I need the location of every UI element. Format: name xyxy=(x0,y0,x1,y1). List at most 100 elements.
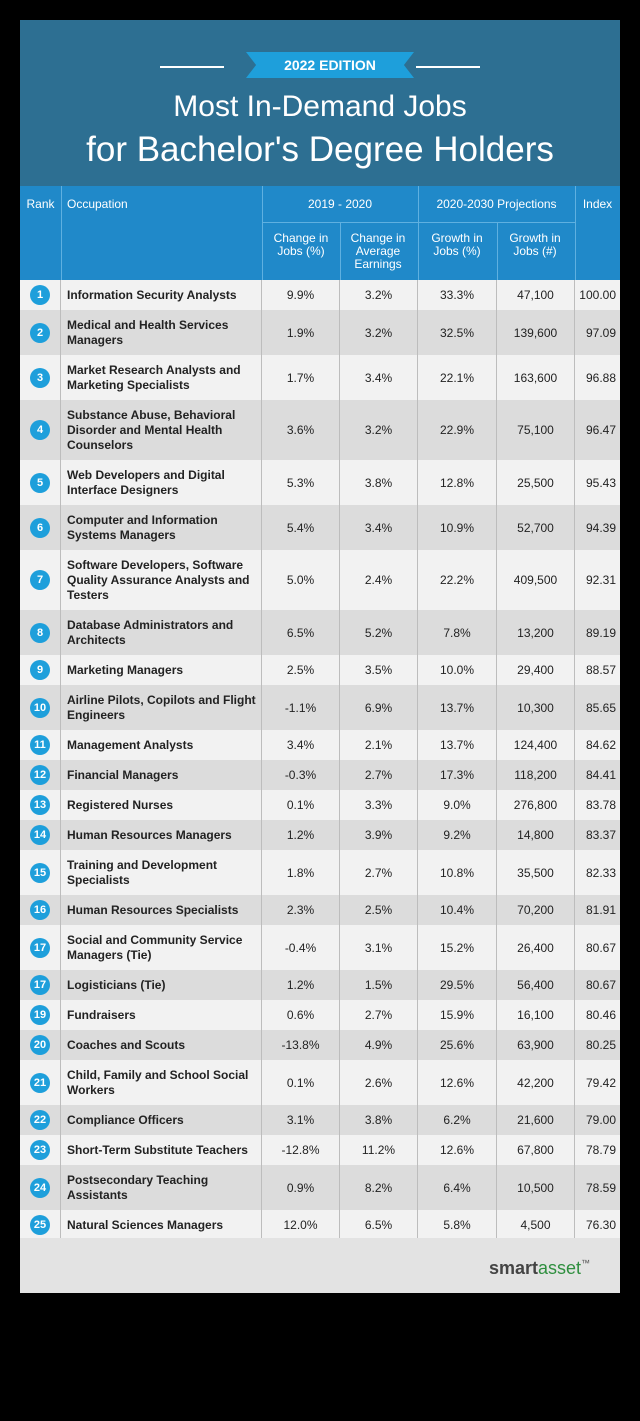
change-jobs-cell-text: 9.9% xyxy=(286,288,315,302)
growth-pct-cell-text: 32.5% xyxy=(439,325,475,340)
change-jobs-cell: 12.0% xyxy=(262,1210,340,1240)
growth-num-cell-text: 26,400 xyxy=(517,940,554,955)
rank-badge: 7 xyxy=(30,570,50,590)
growth-pct-cell: 25.6% xyxy=(418,1030,497,1060)
smartasset-logo: smartasset™ xyxy=(488,1258,590,1278)
change-jobs-cell-text: 12.0% xyxy=(283,1218,318,1232)
change-jobs-cell-text: 3.4% xyxy=(286,738,315,752)
col-growth-num-header: Growth in Jobs (#) xyxy=(509,231,561,258)
rank-cell: 7 xyxy=(20,550,61,610)
index-cell: 84.62 xyxy=(575,730,619,760)
table-row: 25 Natural Sciences Managers 12.0% 6.5% 5.8%… xyxy=(20,1210,620,1240)
occupation-cell: Natural Sciences Managers xyxy=(61,1210,262,1240)
growth-num-cell: 35,500 xyxy=(497,850,575,895)
growth-pct-cell: 12.6% xyxy=(418,1060,497,1105)
rank-cell: 22 xyxy=(20,1105,61,1135)
rank-cell: 2 xyxy=(20,310,61,355)
change-earnings-cell-text: 2.1% xyxy=(364,738,393,752)
rank-badge: 10 xyxy=(30,697,50,718)
index-cell: 84.41 xyxy=(575,760,619,790)
table-row: 22 Compliance Officers 3.1% 3.8% 6.2% 21,600 7… xyxy=(20,1105,620,1135)
index-cell-text: 80.67 xyxy=(585,978,616,992)
change-earnings-cell-text: 3.8% xyxy=(364,1113,393,1127)
change-earnings-cell: 6.5% xyxy=(340,1210,418,1240)
rank-cell: 6 xyxy=(20,505,61,550)
index-cell: 81.91 xyxy=(575,895,619,925)
growth-num-cell-text: 118,200 xyxy=(514,768,557,782)
growth-num-cell: 47,100 xyxy=(497,280,575,310)
occupation-cell-text: Market Research Analysts and Marketing S… xyxy=(67,362,241,392)
rank-cell: 8 xyxy=(20,610,61,655)
growth-num-cell-text: 163,600 xyxy=(513,370,558,385)
rank-cell: 11 xyxy=(20,730,61,760)
index-cell-text: 80.25 xyxy=(585,1038,616,1052)
change-jobs-cell-text: 1.7% xyxy=(286,370,315,385)
growth-pct-cell: 5.8% xyxy=(418,1210,497,1240)
change-jobs-cell-text: 2.5% xyxy=(286,663,315,677)
growth-pct-cell-text: 12.8% xyxy=(439,475,475,490)
rank-badge: 9 xyxy=(30,660,50,680)
growth-pct-cell-text: 6.4% xyxy=(443,1180,471,1195)
rank-cell: 17 xyxy=(20,970,61,1000)
growth-pct-cell-text: 12.6% xyxy=(439,1075,475,1090)
change-earnings-cell: 3.8% xyxy=(340,460,418,505)
rank-badge: 11 xyxy=(30,735,50,755)
index-cell: 88.57 xyxy=(575,655,619,685)
change-earnings-cell: 4.9% xyxy=(340,1030,418,1060)
ribbon-line-right xyxy=(416,66,480,68)
change-jobs-cell-text: 0.9% xyxy=(286,1180,315,1195)
rank-badge: 14 xyxy=(30,825,50,845)
change-earnings-cell: 3.4% xyxy=(340,505,418,550)
change-earnings-cell-text: 3.9% xyxy=(364,828,393,842)
col-growth-pct-header: Growth in Jobs (%) xyxy=(431,231,483,258)
index-cell-text: 76.30 xyxy=(585,1218,616,1232)
growth-num-cell: 67,800 xyxy=(497,1135,575,1165)
change-jobs-cell: 2.5% xyxy=(262,655,340,685)
growth-num-cell: 52,700 xyxy=(497,505,575,550)
footer: smartasset™ xyxy=(20,1238,620,1293)
occupation-cell: Logisticians (Tie) xyxy=(61,970,262,1000)
growth-num-cell: 42,200 xyxy=(497,1060,575,1105)
rank-cell: 16 xyxy=(20,895,61,925)
table-row: 10 Airline Pilots, Copilots and Flight En… xyxy=(20,685,620,730)
rank-cell: 24 xyxy=(20,1165,61,1210)
growth-pct-cell-text: 33.3% xyxy=(439,288,475,302)
table-row: 9 Marketing Managers 2.5% 3.5% 10.0% 29,400 88… xyxy=(20,655,620,685)
change-earnings-cell-text: 6.9% xyxy=(364,700,393,715)
change-earnings-cell-text: 3.2% xyxy=(364,423,393,437)
rank-badge: 19 xyxy=(30,1005,50,1025)
change-earnings-cell: 2.7% xyxy=(340,850,418,895)
index-cell-text: 84.62 xyxy=(585,738,616,752)
table-row: 6 Computer and Information Systems Manage… xyxy=(20,505,620,550)
rank-cell: 3 xyxy=(20,355,61,400)
table-row: 1 Information Security Analysts 9.9% 3.2% 33… xyxy=(20,280,620,310)
growth-pct-cell: 15.9% xyxy=(418,1000,497,1030)
change-jobs-cell: 2.3% xyxy=(262,895,340,925)
change-earnings-cell-text: 3.5% xyxy=(364,663,393,677)
change-jobs-cell: 1.7% xyxy=(262,355,340,400)
growth-num-cell-text: 63,900 xyxy=(517,1038,554,1052)
index-cell-text: 83.78 xyxy=(585,798,616,812)
edition-ribbon: 2022 EDITION xyxy=(246,52,414,78)
occupation-cell: Information Security Analysts xyxy=(61,280,262,310)
change-jobs-cell-text: 5.4% xyxy=(286,520,315,535)
growth-num-cell-text: 56,400 xyxy=(517,978,554,992)
occupation-cell-text: Substance Abuse, Behavioral Disorder and… xyxy=(67,407,236,452)
growth-num-cell: 16,100 xyxy=(497,1000,575,1030)
rank-cell: 12 xyxy=(20,760,61,790)
growth-num-cell-text: 35,500 xyxy=(517,865,554,880)
change-jobs-cell-text: 1.8% xyxy=(286,865,315,880)
occupation-cell-text: Postsecondary Teaching Assistants xyxy=(67,1172,209,1202)
index-cell-text: 100.00 xyxy=(579,288,616,302)
occupation-cell-text: Child, Family and School Social Workers xyxy=(67,1067,249,1097)
col-index-header: Index xyxy=(582,197,613,211)
change-jobs-cell-text: 6.5% xyxy=(286,625,315,640)
growth-num-cell-text: 75,100 xyxy=(517,423,554,437)
change-earnings-cell: 2.5% xyxy=(340,895,418,925)
occupation-cell: Human Resources Specialists xyxy=(61,895,262,925)
change-earnings-cell: 6.9% xyxy=(340,685,418,730)
change-jobs-cell: 0.6% xyxy=(262,1000,340,1030)
growth-pct-cell: 32.5% xyxy=(418,310,497,355)
change-jobs-cell: -13.8% xyxy=(262,1030,340,1060)
rank-badge: 6 xyxy=(30,517,50,538)
